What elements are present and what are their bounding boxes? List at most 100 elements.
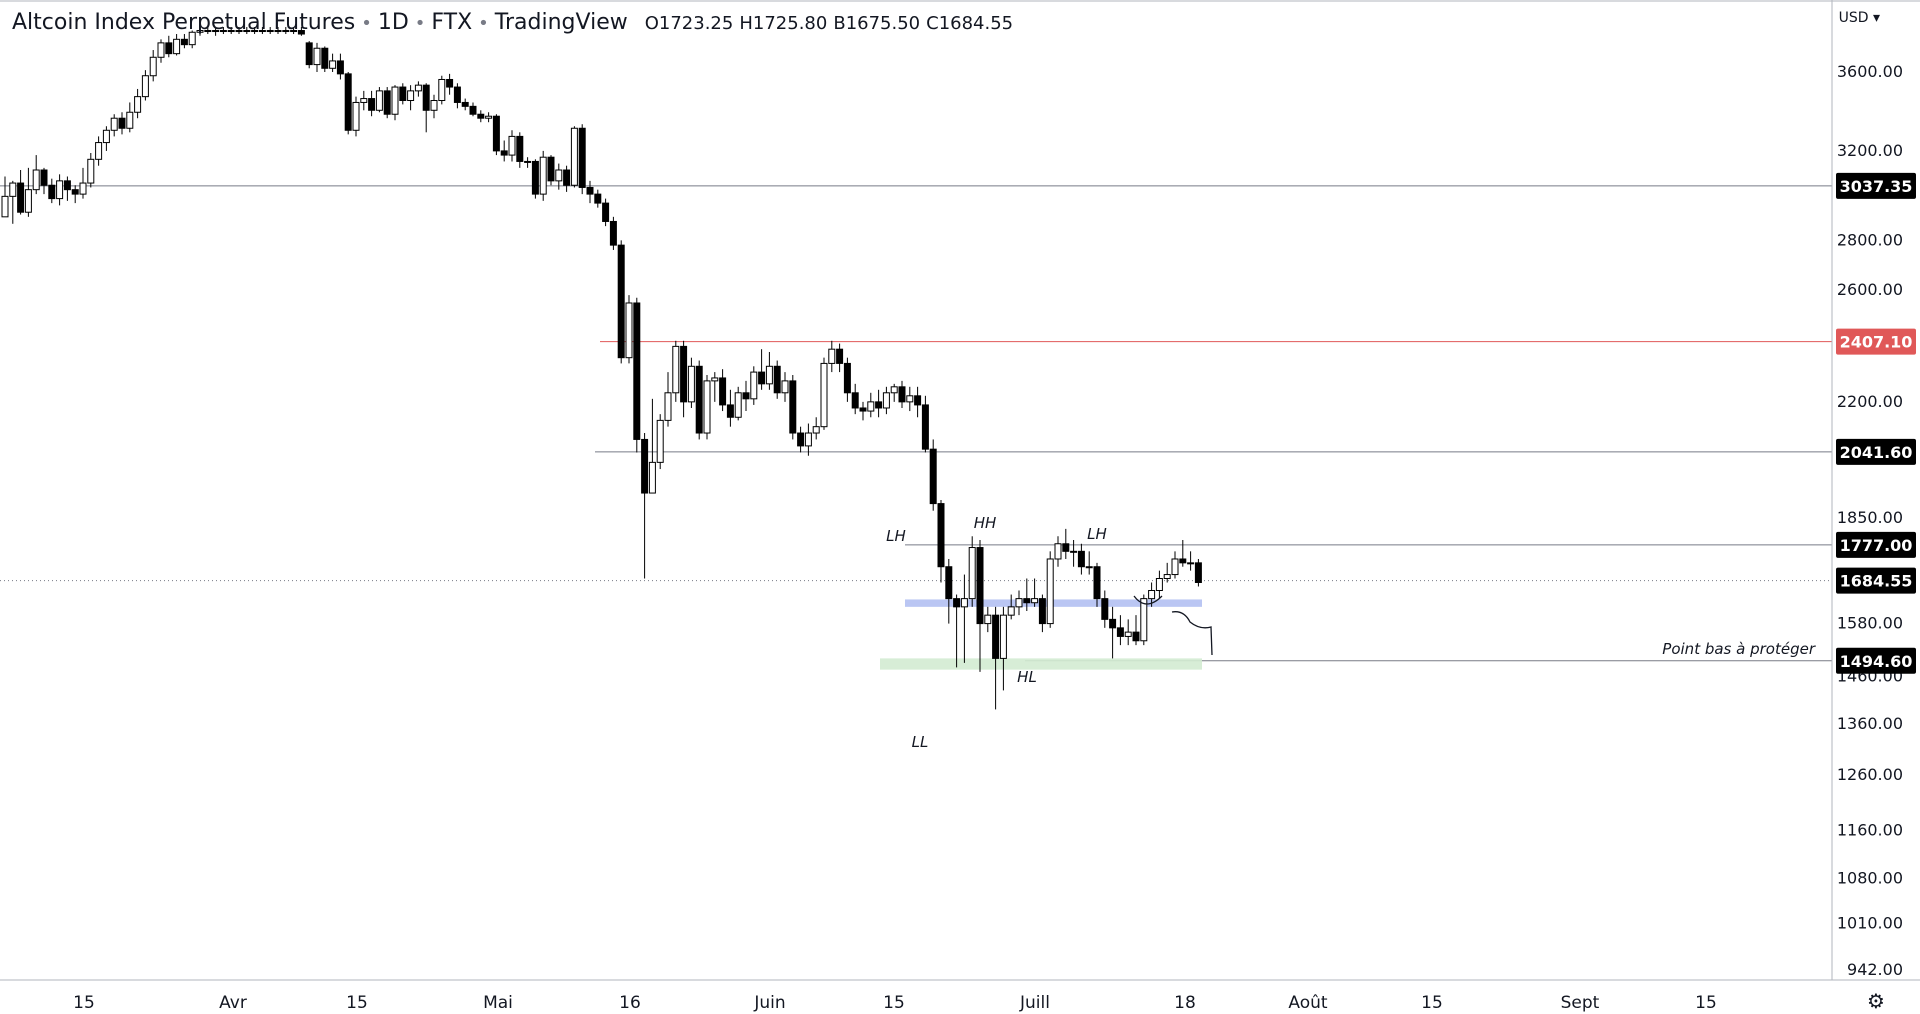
candle-body (937, 503, 945, 568)
candle-body (1187, 562, 1195, 565)
level-price-tag (1836, 438, 1916, 465)
x-tick-label: 15 (883, 993, 905, 1013)
y-tick-label: 2800.00 (1837, 230, 1903, 249)
candle-body (516, 135, 524, 162)
candle-body (1124, 631, 1132, 637)
candle-body (1062, 543, 1070, 552)
candle-body (1093, 566, 1101, 600)
candle-body (157, 42, 165, 58)
candle-body (555, 169, 563, 182)
candle-body (812, 426, 820, 434)
level-price-tag (1836, 172, 1916, 199)
y-tick-label: 2200.00 (1837, 392, 1903, 411)
candle-body (851, 392, 859, 409)
x-tick-label: Août (1288, 993, 1328, 1013)
candle-body (843, 362, 851, 394)
candle-body (680, 345, 688, 403)
candle-body (63, 180, 71, 191)
candle-body (836, 348, 844, 364)
interval[interactable]: 1D (377, 10, 409, 35)
currency-selector[interactable]: USD ▾ (1838, 10, 1880, 26)
candle-body (173, 38, 181, 55)
candle-body (1132, 631, 1140, 642)
level-price-label: 1494.60 (1840, 652, 1913, 671)
y-tick-label: 3600.00 (1837, 62, 1903, 81)
candle-body (118, 117, 126, 129)
candle-body (71, 189, 79, 195)
candle-body (290, 30, 298, 33)
candle-body (984, 614, 992, 625)
candle-body (695, 365, 703, 434)
candle-body (586, 186, 594, 195)
x-tick-label: Juill (1019, 993, 1050, 1013)
price-axis[interactable]: 3600.00 3200.00 2800.00 2600.00 2200.00 1850.… (1831, 0, 1916, 980)
candle-body (953, 598, 961, 608)
symbol-name[interactable]: Altcoin Index Perpetual Futures (12, 10, 356, 35)
candle-body (165, 42, 173, 55)
candle-body (773, 365, 781, 394)
candle-body (750, 371, 758, 400)
candle-body (227, 30, 235, 33)
candle-body (1077, 550, 1085, 568)
candle-body (149, 56, 157, 77)
candle-body (797, 432, 805, 447)
candle-body (999, 614, 1007, 659)
candle-body (79, 182, 87, 195)
level-price-label: 2041.60 (1840, 443, 1913, 462)
candle-body (539, 156, 547, 195)
ohlc-readout: O1723.25 H1725.80 B1675.50 C1684.55 (644, 13, 1014, 34)
candle-body (929, 448, 937, 505)
projection-path (1171, 611, 1213, 656)
candle-body (1101, 598, 1109, 620)
candle-body (625, 302, 633, 359)
candle-body (945, 566, 953, 600)
candle-body (352, 101, 360, 131)
candle-body (243, 30, 251, 33)
time-axis[interactable]: 15 Avr 15 Mai 16 Juin 15 Juill 18 Août 15 Sept 15 ⚙ (0, 979, 1920, 1013)
candle-body (656, 419, 664, 463)
green-zone (880, 658, 1202, 670)
candle-body (344, 73, 352, 131)
settings-gear-icon[interactable]: ⚙ (1867, 989, 1885, 1013)
x-tick-label: Juin (753, 993, 785, 1013)
candle-body (664, 392, 672, 421)
level-price-tag (1836, 531, 1916, 558)
x-tick-label: 15 (1695, 993, 1717, 1013)
candle-body (703, 380, 711, 434)
candle-body (126, 111, 134, 129)
y-tick-label: 1580.00 (1837, 614, 1903, 633)
candle-body (1007, 606, 1015, 616)
candle-body (914, 395, 922, 406)
y-tick-label: 1010.00 (1837, 913, 1903, 932)
candle-body (960, 598, 968, 608)
x-tick-label: Mai (483, 993, 513, 1013)
candle-body (258, 30, 266, 33)
swing-label: HL (1017, 668, 1037, 686)
y-tick-label: 2600.00 (1837, 280, 1903, 299)
level-price-label: 1777.00 (1840, 536, 1913, 555)
y-tick-label: 1260.00 (1837, 765, 1903, 784)
candle-body (500, 150, 508, 156)
path-drawings (1133, 595, 1213, 656)
candle-body (438, 78, 446, 102)
low-value: 1675.50 (845, 13, 921, 34)
candle-body (469, 105, 477, 115)
candle-body (1140, 598, 1148, 642)
candle-body (1, 195, 9, 218)
level-price-tag (1836, 328, 1916, 355)
candle-body (867, 401, 875, 412)
exchange: FTX (431, 10, 473, 35)
level-price-tag (1836, 567, 1916, 594)
candle-body (719, 377, 727, 406)
candle-body (375, 90, 383, 111)
candle-body (1179, 558, 1187, 564)
swing-label: HH (974, 514, 997, 532)
swing-label: LL (912, 733, 929, 751)
candle-body (305, 42, 313, 66)
candle-body (609, 220, 617, 246)
x-tick-label: 16 (619, 993, 641, 1013)
x-tick-label: Avr (219, 993, 247, 1013)
candle-body (789, 380, 797, 434)
candle-body (781, 380, 789, 394)
